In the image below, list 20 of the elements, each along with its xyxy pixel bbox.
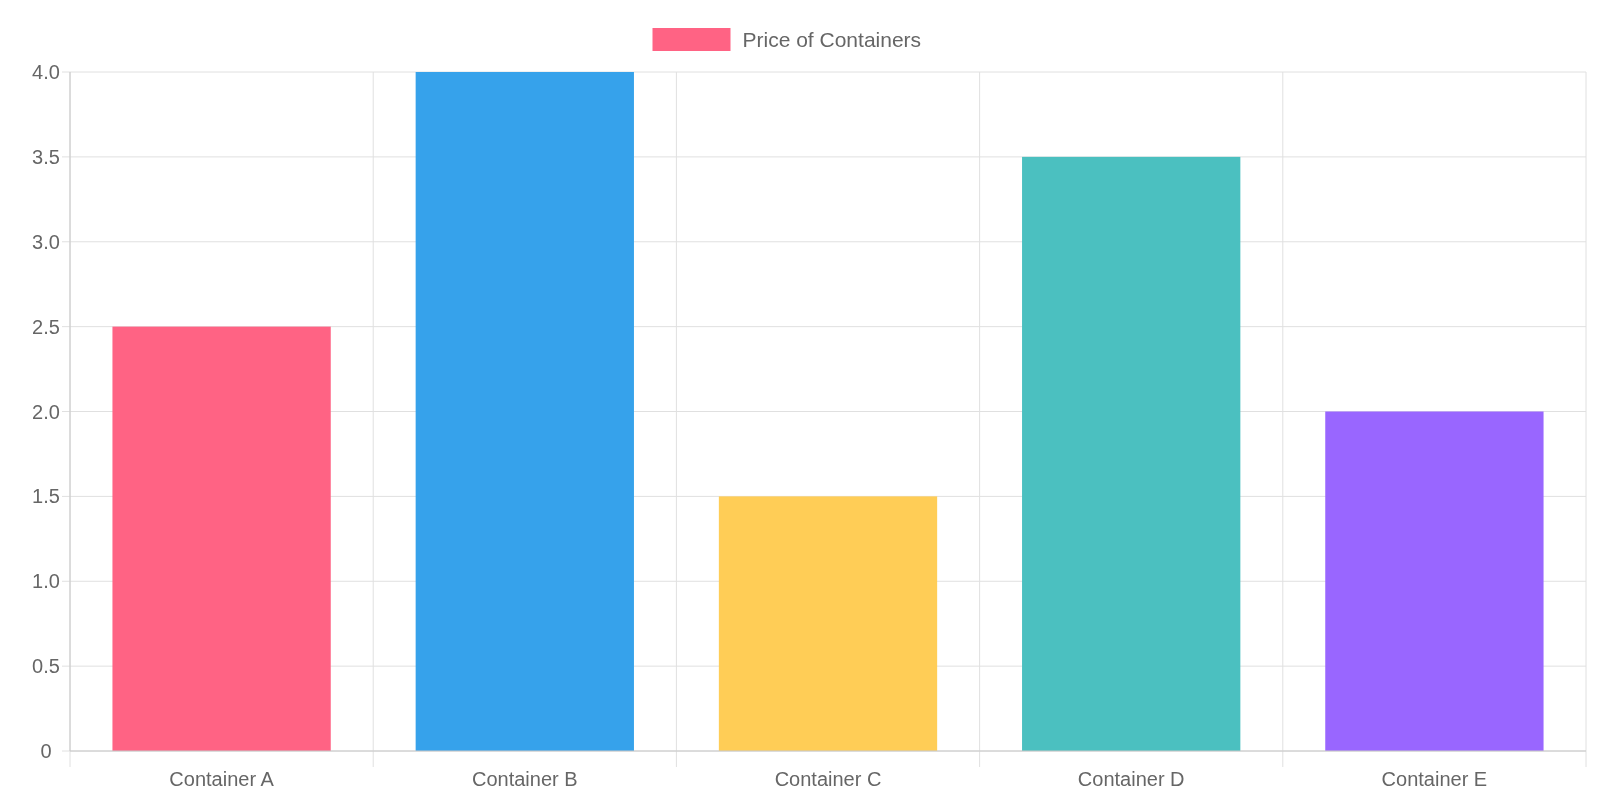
x-tick-label: Container E	[1381, 768, 1488, 790]
bar	[718, 496, 938, 751]
bar	[415, 72, 634, 751]
bar	[1022, 156, 1241, 751]
x-tick-label: Container C	[774, 768, 882, 790]
y-tick-label: 4.0	[32, 61, 60, 83]
y-tick-label: 2.0	[32, 400, 60, 423]
legend-label: Price of Containers	[742, 28, 922, 52]
y-tick-label: 1.5	[32, 485, 60, 508]
y-tick-label: 0.5	[32, 655, 60, 678]
bar	[112, 326, 331, 751]
y-tick-label: 2.5	[32, 315, 60, 338]
y-tick-label: 0	[40, 740, 52, 762]
y-tick-label: 1.0	[32, 570, 60, 593]
bar	[1325, 411, 1544, 751]
x-tick-label: Container B	[471, 768, 578, 790]
x-tick-label: Container D	[1077, 768, 1185, 790]
y-tick-label: 3.0	[32, 230, 60, 253]
y-tick-label: 3.5	[32, 145, 60, 168]
x-tick-label: Container A	[169, 768, 275, 790]
